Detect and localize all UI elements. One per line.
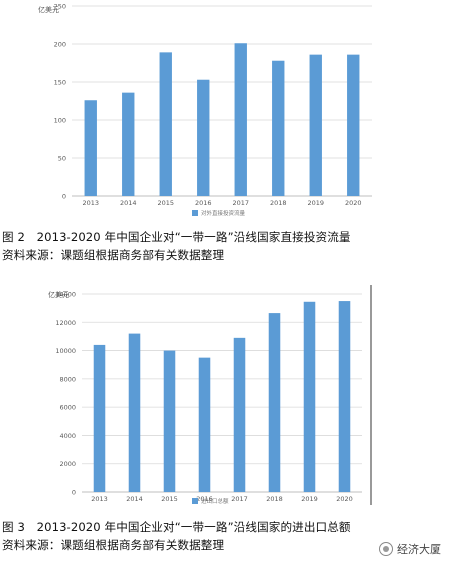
x-tick-label: 2016: [196, 495, 213, 503]
y-tick-label: 200: [54, 41, 66, 49]
x-tick-label: 2018: [266, 495, 283, 503]
bar: [159, 52, 172, 196]
x-tick-label: 2020: [345, 199, 362, 207]
bar: [197, 79, 210, 196]
y-tick-label: 50: [58, 155, 66, 163]
y-tick-label: 100: [54, 117, 66, 125]
bar: [233, 337, 246, 492]
bar: [128, 333, 141, 492]
x-tick-label: 2013: [82, 199, 99, 207]
x-tick-label: 2015: [161, 495, 178, 503]
y-tick-label: 8000: [59, 375, 76, 383]
legend-label: 对外直接投资流量: [201, 209, 246, 217]
figure-2-source: 资料来源：课题组根据商务部有关数据整理: [2, 248, 225, 262]
x-tick-label: 2019: [307, 199, 324, 207]
figure-2-caption: 图 2 2013-2020 年中国企业对“一带一路”沿线国家直接投资流量 资料来…: [2, 228, 351, 264]
bar: [272, 60, 285, 196]
figure-3-source: 资料来源：课题组根据商务部有关数据整理: [2, 538, 225, 552]
x-tick-label: 2019: [301, 495, 318, 503]
y-tick-label: 10000: [55, 347, 76, 355]
y-tick-label: 14000: [55, 291, 76, 299]
legend-label: 进出口总额: [201, 497, 229, 505]
y-tick-label: 150: [54, 79, 66, 87]
bar: [309, 54, 322, 196]
x-tick-label: 2014: [120, 199, 137, 207]
figure-2-title: 图 2 2013-2020 年中国企业对“一带一路”沿线国家直接投资流量: [2, 230, 351, 244]
trade-total-bar-chart: 亿美元 0 2000 4000 6000 8000 10000 12000 14000 2013 2…: [48, 285, 372, 505]
x-tick-label: 2014: [126, 495, 143, 503]
bar: [234, 43, 247, 196]
x-tick-label: 2018: [270, 199, 287, 207]
figure-3-caption: 图 3 2013-2020 年中国企业对“一带一路”沿线国家的进出口总额 资料来…: [2, 518, 351, 554]
legend-swatch: [192, 210, 198, 216]
wechat-icon: [379, 542, 393, 556]
bar: [122, 92, 135, 196]
y-axis-unit-label: 亿美元: [48, 290, 69, 299]
x-tick-label: 2013: [91, 495, 108, 503]
x-tick-label: 2020: [336, 495, 353, 503]
x-tick-label: 2016: [195, 199, 212, 207]
bar: [338, 301, 351, 492]
bar: [84, 100, 97, 196]
y-axis-unit-label: 亿美元: [38, 5, 59, 14]
y-tick-label: 4000: [59, 432, 76, 440]
bar: [347, 54, 360, 196]
x-tick-label: 2017: [231, 495, 248, 503]
watermark-text: 经济大厦: [397, 543, 441, 556]
y-tick-label: 12000: [55, 319, 76, 327]
bar: [198, 357, 211, 492]
y-tick-label: 0: [72, 489, 76, 497]
fdi-flow-bar-chart: 亿美元 0 50 100 150 200 250 2013 2014 2015 2016 2017 20…: [38, 3, 372, 217]
watermark: 经济大厦: [379, 541, 441, 557]
y-tick-label: 2000: [59, 460, 76, 468]
y-tick-label: 250: [54, 3, 66, 11]
bar: [93, 344, 106, 492]
bar: [163, 350, 176, 492]
bar: [303, 301, 316, 492]
x-tick-label: 2017: [232, 199, 249, 207]
bar: [268, 313, 281, 492]
y-tick-label: 6000: [59, 404, 76, 412]
legend-swatch: [192, 498, 198, 504]
y-tick-label: 0: [62, 193, 66, 201]
x-tick-label: 2015: [157, 199, 174, 207]
figure-3-title: 图 3 2013-2020 年中国企业对“一带一路”沿线国家的进出口总额: [2, 520, 351, 534]
